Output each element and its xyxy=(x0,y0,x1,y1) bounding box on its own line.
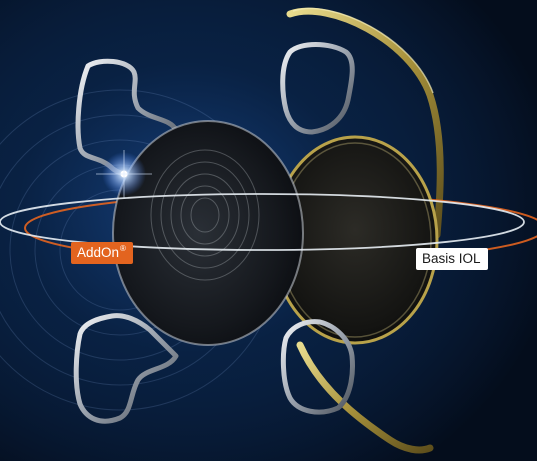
addon-optic xyxy=(112,120,304,346)
addon-diffractive-rings xyxy=(150,149,260,281)
addon-label-text: AddOn xyxy=(77,245,120,260)
registered-mark: ® xyxy=(120,244,126,253)
basis-iol-label-text: Basis IOL xyxy=(422,251,481,266)
basis-iol-label: Basis IOL xyxy=(416,248,488,270)
addon-label: AddOn® xyxy=(71,242,133,264)
basis-iol-haptics xyxy=(286,7,444,454)
